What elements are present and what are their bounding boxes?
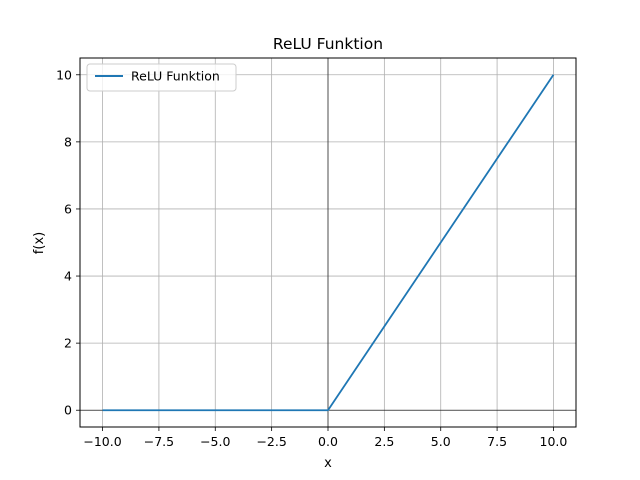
x-tick-label: −10.0 <box>83 434 121 449</box>
y-ticks: 0 2 4 6 8 10 <box>56 67 80 418</box>
x-tick-label: 2.5 <box>374 434 394 449</box>
x-tick-label: 5.0 <box>431 434 451 449</box>
y-tick-label: 10 <box>56 67 72 82</box>
y-tick-label: 6 <box>64 201 72 216</box>
y-tick-label: 8 <box>64 134 72 149</box>
x-tick-label: 7.5 <box>487 434 507 449</box>
x-tick-label: −2.5 <box>256 434 286 449</box>
x-ticks: −10.0 −7.5 −5.0 −2.5 0.0 2.5 5.0 7.5 10.0 <box>83 427 567 449</box>
series-line-0 <box>102 74 555 412</box>
legend-label: ReLU Funktion <box>131 69 220 84</box>
y-tick-label: 4 <box>64 269 72 284</box>
x-tick-label: −5.0 <box>200 434 230 449</box>
chart-title: ReLU Funktion <box>273 35 383 53</box>
x-tick-label: −7.5 <box>144 434 174 449</box>
y-tick-label: 2 <box>64 336 72 351</box>
x-tick-label: 0.0 <box>318 434 338 449</box>
x-tick-label: 10.0 <box>540 434 568 449</box>
x-axis-label: x <box>324 456 332 471</box>
legend-box <box>86 63 237 92</box>
reference-lines <box>80 58 576 427</box>
legend: ReLU Funktion <box>86 63 237 92</box>
series-layer <box>102 74 555 412</box>
y-axis-label: f(x) <box>32 232 47 254</box>
y-tick-label: 0 <box>64 403 72 418</box>
